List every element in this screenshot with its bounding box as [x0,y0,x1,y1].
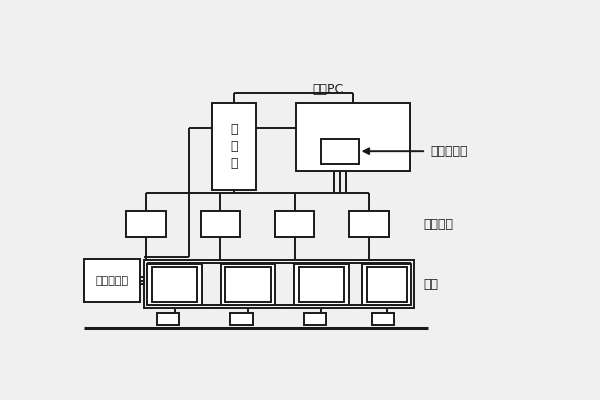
Bar [200,211,240,238]
Text: 光源控制器: 光源控制器 [95,276,129,286]
Bar [148,263,410,305]
Text: 工业PC: 工业PC [312,83,343,96]
Text: 工业相机: 工业相机 [424,218,454,231]
Bar [221,264,275,305]
Bar [230,313,253,325]
Bar [367,267,407,302]
Text: 控
制
器: 控 制 器 [230,123,238,170]
Bar [299,267,344,302]
Text: 光源: 光源 [424,278,439,291]
Bar [296,104,410,171]
Bar [126,211,166,238]
Bar [144,260,415,308]
Bar [212,104,256,190]
Bar [225,267,271,302]
Bar [294,264,349,305]
Bar [322,139,359,164]
Bar [84,259,140,302]
Bar [152,267,197,302]
Bar [371,313,394,325]
Bar [349,211,389,238]
Bar [157,313,179,325]
Bar [147,264,202,305]
Text: 图像采集卡: 图像采集卡 [431,145,468,158]
Bar [275,211,314,238]
Bar [362,264,411,305]
Bar [304,313,326,325]
